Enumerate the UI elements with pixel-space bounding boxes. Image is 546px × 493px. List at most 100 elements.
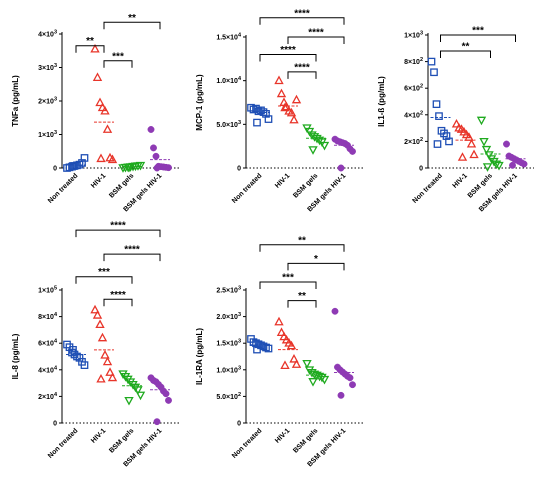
significance-label: *** — [472, 26, 484, 37]
significance-bracket — [287, 262, 345, 271]
data-point — [433, 140, 442, 148]
data-point — [105, 367, 115, 376]
data-point — [276, 327, 287, 337]
significance-bracket — [287, 300, 317, 308]
y-tick-label: 8×102 — [404, 57, 423, 66]
data-point — [520, 160, 528, 168]
y-tick-label: 2×103 — [38, 97, 57, 106]
y-tick-label: 6×102 — [404, 84, 423, 93]
data-point — [247, 103, 255, 112]
data-point — [96, 153, 106, 163]
data-point — [319, 375, 330, 385]
data-point — [476, 116, 487, 126]
data-point — [442, 132, 451, 140]
y-tick-label: 8×104 — [38, 312, 58, 321]
data-point — [509, 161, 516, 169]
data-point — [165, 164, 172, 172]
data-point — [133, 386, 143, 395]
data-point — [100, 105, 110, 115]
data-point — [124, 163, 134, 173]
data-point — [289, 354, 299, 363]
significance-label: **** — [280, 45, 296, 56]
data-point — [249, 105, 258, 114]
data-point — [92, 72, 103, 81]
x-tick-label: HIV-1 — [274, 427, 291, 444]
data-point — [253, 118, 261, 127]
data-point — [68, 162, 76, 171]
data-point — [432, 100, 441, 109]
x-tick-label: Non treated — [411, 172, 443, 204]
significance-label: *** — [98, 267, 110, 278]
significance-bracket — [287, 36, 345, 44]
data-point — [479, 137, 489, 147]
data-point — [337, 391, 345, 399]
y-axis-label: TNFa (pg/mL) — [11, 75, 20, 127]
y-tick-label: 5.0×102 — [216, 392, 241, 401]
data-point — [331, 307, 339, 315]
x-tick-label: BSM gels — [292, 172, 319, 199]
significance-bracket — [103, 21, 161, 30]
y-tick-label: 0 — [53, 421, 57, 428]
data-point — [124, 396, 134, 406]
data-point — [73, 352, 81, 361]
data-point — [100, 350, 110, 359]
x-tick-label: HIV-1 — [452, 172, 469, 189]
significance-label: ** — [86, 36, 94, 47]
data-point — [274, 316, 284, 326]
significance-label: **** — [308, 28, 324, 39]
data-point — [153, 418, 161, 426]
data-point — [457, 152, 468, 161]
panel-il1b: 0 2×102 4×102 6×102 8×102 1×103 IL1-ß (pg/mL) N… — [377, 26, 534, 213]
significance-label: *** — [112, 51, 124, 62]
y-tick-label: 2×102 — [404, 137, 423, 146]
data-point — [349, 147, 356, 155]
data-point — [280, 102, 290, 112]
significance-bracket — [75, 276, 133, 284]
significance-label: ** — [298, 291, 306, 302]
significance-label: **** — [124, 245, 140, 256]
significance-label: **** — [294, 62, 310, 73]
data-point — [78, 159, 86, 167]
data-point — [482, 163, 493, 172]
y-tick-label: 1×105 — [38, 286, 57, 295]
data-point — [96, 373, 106, 383]
y-tick-label: 0 — [419, 166, 423, 173]
significance-bracket — [103, 298, 133, 307]
data-point — [317, 373, 327, 383]
data-point — [135, 161, 146, 171]
data-point — [69, 345, 77, 354]
data-point — [491, 160, 502, 170]
y-tick-label: 1.5×104 — [216, 33, 242, 42]
data-point — [503, 140, 510, 148]
significance-bracket — [75, 45, 105, 53]
data-point — [257, 341, 265, 350]
y-tick-label: 6×104 — [38, 339, 58, 348]
y-tick-label: 1.0×103 — [216, 365, 241, 374]
y-tick-label: 4×102 — [404, 110, 423, 119]
data-point — [264, 344, 273, 353]
y-axis-label: MCP-1 (pg/mL) — [195, 74, 204, 131]
data-point — [80, 154, 89, 162]
data-point — [466, 138, 477, 148]
data-point — [147, 126, 155, 133]
data-point — [451, 118, 462, 128]
data-point — [337, 164, 345, 172]
significance-label: ** — [462, 41, 470, 52]
data-point — [280, 360, 290, 369]
panel-il1ra: 0 5.0×102 1.0×103 1.5×103 2.0×103 2.5×103 IL-1… — [195, 235, 364, 468]
y-tick-label: 4×103 — [38, 30, 57, 39]
data-point — [95, 319, 105, 329]
y-tick-label: 1.5×103 — [216, 339, 241, 348]
data-point — [165, 396, 172, 404]
data-point — [254, 107, 263, 116]
data-point — [102, 356, 113, 366]
data-point — [430, 68, 438, 77]
data-point — [153, 164, 161, 172]
data-point — [262, 343, 270, 352]
panel-tnfa: 0 1×103 2×103 3×103 4×103 TNFa (pg/mL) Non tre… — [11, 13, 180, 213]
data-point — [286, 340, 297, 350]
data-point — [95, 97, 105, 107]
x-tick-label: HIV-1 — [90, 172, 107, 189]
data-point — [481, 145, 492, 155]
